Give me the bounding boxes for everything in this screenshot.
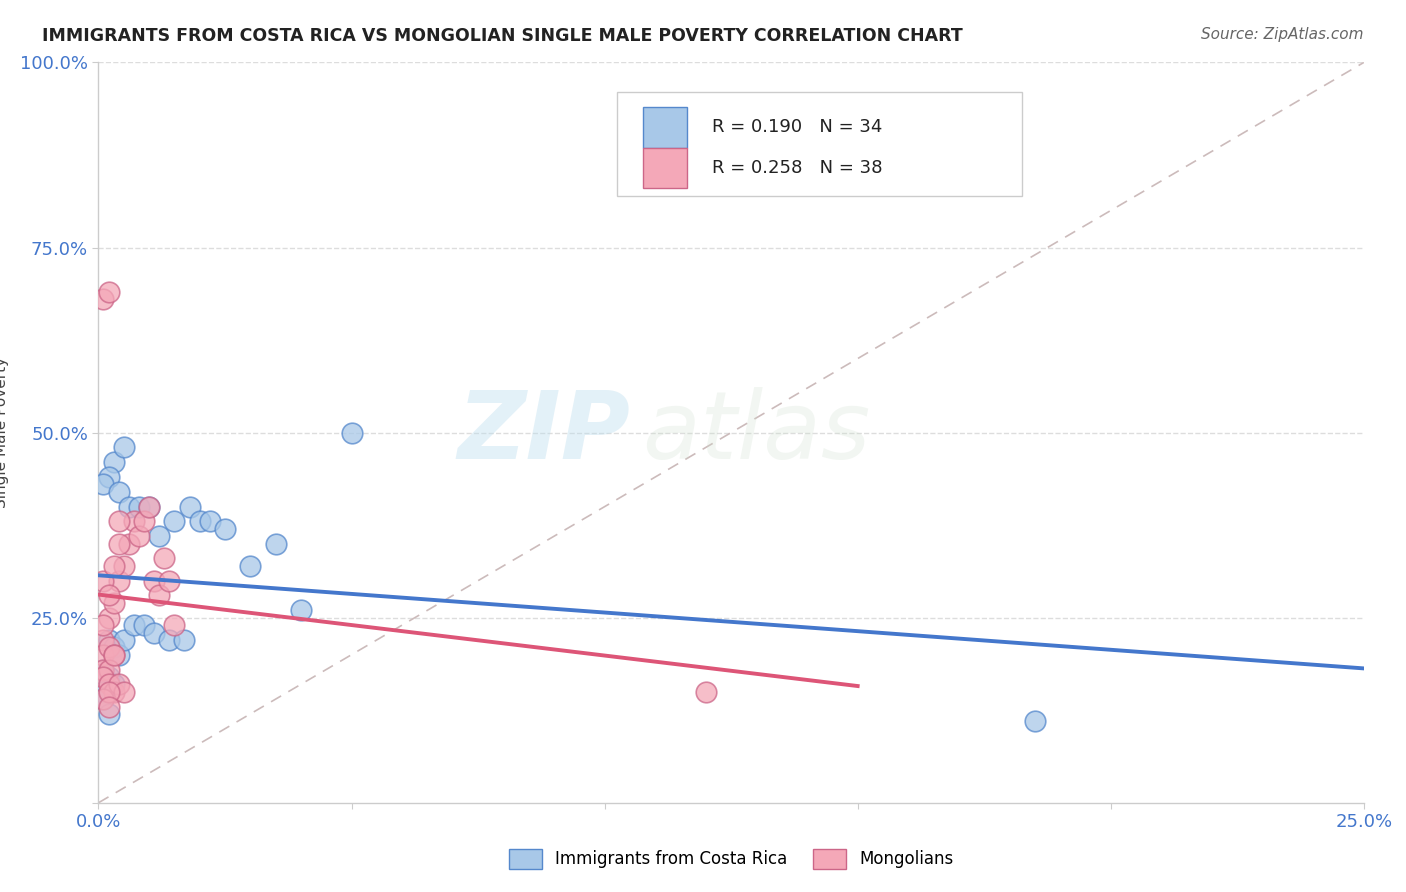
Point [128,529,150,543]
Point [93,618,115,632]
Point [143,625,166,640]
Point [93,685,115,699]
Point [97,670,120,684]
Point [97,706,120,721]
Point [138,500,160,514]
Text: IMMIGRANTS FROM COSTA RICA VS MONGOLIAN SINGLE MALE POVERTY CORRELATION CHART: IMMIGRANTS FROM COSTA RICA VS MONGOLIAN … [42,27,963,45]
Point [290,603,312,617]
Bar [643,147,686,188]
Text: R = 0.190   N = 34: R = 0.190 N = 34 [711,118,883,136]
Point [122,515,145,529]
Point [157,574,180,588]
Point [93,574,115,588]
Point [103,648,125,662]
Point [198,515,221,529]
Point [103,677,125,691]
Point [163,515,186,529]
Point [112,558,135,573]
Point [103,640,125,655]
Bar [617,92,1022,195]
Point [93,670,115,684]
Point [97,610,120,624]
Point [103,455,125,469]
Point [157,632,180,647]
Point [97,640,120,655]
Point [107,677,129,691]
Point [695,685,717,699]
Point [340,425,363,440]
Point [97,470,120,484]
Legend: Immigrants from Costa Rica, Mongolians: Immigrants from Costa Rica, Mongolians [509,849,953,869]
Point [148,529,170,543]
Point [173,632,195,647]
Point [97,285,120,299]
Point [132,618,155,632]
Point [188,515,211,529]
Point [163,618,186,632]
Point [112,632,135,647]
Point [128,500,150,514]
Point [93,692,115,706]
Point [112,685,135,699]
Point [143,574,166,588]
Point [118,536,141,550]
Point [132,515,155,529]
Point [93,293,115,307]
Point [97,632,120,647]
Point [93,663,115,677]
Text: Source: ZipAtlas.com: Source: ZipAtlas.com [1201,27,1364,42]
Point [112,441,135,455]
Text: ZIP: ZIP [457,386,630,479]
Y-axis label: Single Male Poverty: Single Male Poverty [0,357,8,508]
Point [118,500,141,514]
Point [264,536,287,550]
Point [93,692,115,706]
Point [239,558,262,573]
Point [93,648,115,662]
Point [97,677,120,691]
Point [93,663,115,677]
Point [107,574,129,588]
Point [179,500,201,514]
Text: R = 0.258   N = 38: R = 0.258 N = 38 [711,159,883,177]
Point [107,484,129,499]
Point [93,477,115,491]
Point [93,632,115,647]
Point [122,618,145,632]
Point [138,500,160,514]
Point [148,589,170,603]
Point [103,648,125,662]
Point [107,536,129,550]
Point [214,522,236,536]
Point [1024,714,1046,729]
Point [97,589,120,603]
Point [103,596,125,610]
Point [97,685,120,699]
Point [153,551,176,566]
Text: atlas: atlas [643,387,870,478]
Bar [643,107,686,147]
Point [97,699,120,714]
Point [103,558,125,573]
Point [97,663,120,677]
Point [107,648,129,662]
Point [107,515,129,529]
Point [103,685,125,699]
